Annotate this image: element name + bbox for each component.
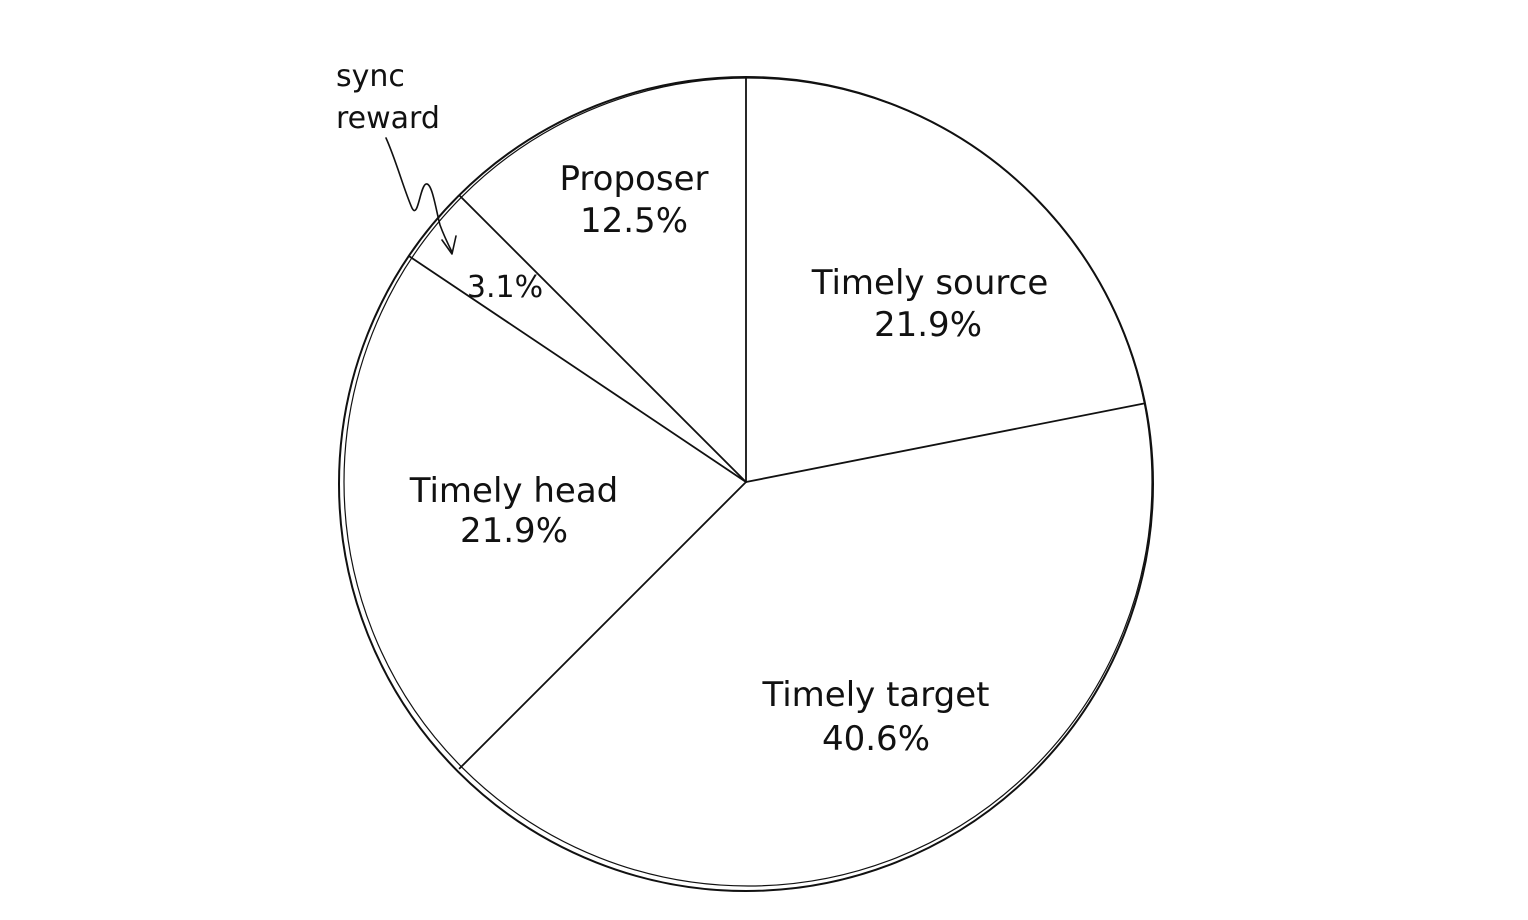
- sync-reward-callout: sync reward: [336, 59, 457, 255]
- pie-slice-timely-head: [341, 256, 746, 769]
- callout-label-line1: sync: [336, 59, 405, 94]
- slice-label-timely-source: Timely source: [811, 263, 1049, 303]
- pie-slice-timely-target: [459, 403, 1151, 888]
- slice-divider-2: [458, 481, 747, 770]
- slice-label-timely-head: Timely head: [409, 471, 618, 511]
- pie-dividers: [408, 76, 1145, 770]
- slice-value-proposer: 12.5%: [580, 201, 688, 241]
- pie-slice-proposer: [459, 76, 746, 482]
- pie-outline-sketch: [343, 77, 1153, 887]
- pie-slice-timely-source: [746, 77, 1144, 482]
- slice-label-timely-target: Timely target: [762, 675, 990, 715]
- slice-label-proposer: Proposer: [560, 159, 709, 199]
- slice-value-sync-reward: 3.1%: [467, 270, 543, 305]
- slice-divider-1: [745, 402, 1145, 483]
- slice-value-timely-head: 21.9%: [460, 511, 568, 551]
- pie-slice-sync-reward: [409, 195, 746, 482]
- slice-value-timely-source: 21.9%: [874, 305, 982, 345]
- slice-labels: Timely source 21.9% Timely target 40.6% …: [409, 159, 1048, 759]
- slice-divider-3: [408, 255, 747, 483]
- callout-arrow-head: [441, 235, 457, 255]
- callout-label-line2: reward: [336, 101, 440, 136]
- callout-arrow-line: [385, 137, 453, 253]
- slice-value-timely-target: 40.6%: [822, 719, 930, 759]
- pie-slices: [341, 76, 1151, 888]
- pie-outline: [338, 76, 1154, 892]
- slice-divider-4: [458, 194, 747, 483]
